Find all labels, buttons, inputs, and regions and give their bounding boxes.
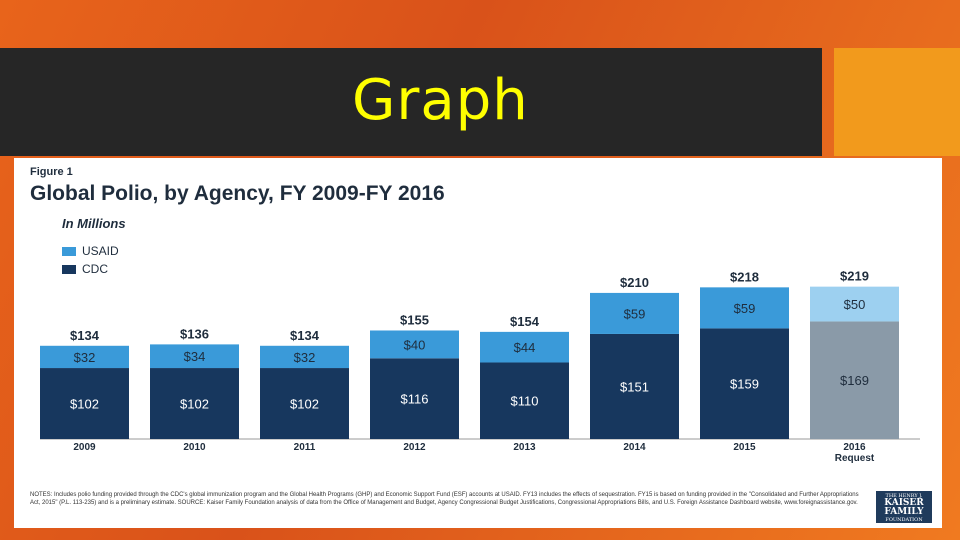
bar-cdc: [700, 328, 789, 439]
legend-label-cdc: CDC: [82, 262, 108, 276]
bar-usaid: [370, 330, 459, 359]
bar-usaid: [260, 345, 349, 369]
data-label-cdc: $110: [511, 394, 539, 409]
logo-text-main: KAISER FAMILY: [884, 498, 924, 517]
data-label-cdc: $102: [180, 397, 209, 412]
slide-title-bar: [0, 48, 822, 156]
bar-usaid: [480, 331, 569, 363]
slide-title: Graph: [352, 68, 529, 133]
figure-title: Global Polio, by Agency, FY 2009-FY 2016: [30, 182, 445, 205]
total-label: $210: [620, 275, 649, 290]
legend-item-usaid: USAID: [62, 242, 119, 260]
data-label-cdc: $159: [730, 377, 759, 392]
bar-cdc: [370, 358, 459, 439]
legend-swatch-usaid: [62, 246, 76, 256]
bar-cdc: [480, 362, 569, 439]
figure-panel: Figure 1 Global Polio, by Agency, FY 200…: [14, 158, 942, 528]
bar-usaid: [700, 287, 789, 329]
total-label: $136: [180, 326, 209, 341]
data-label-usaid: $32: [74, 350, 96, 365]
x-tick-label: 2013: [513, 442, 536, 453]
legend-swatch-cdc: [62, 264, 76, 274]
x-tick-label: 2010: [183, 442, 206, 453]
x-tick-label: 2014: [623, 442, 646, 453]
bar-usaid: [810, 286, 899, 322]
x-tick-label: 2015: [733, 442, 756, 453]
total-label: $219: [840, 269, 869, 284]
x-tick-label: 2009: [73, 442, 96, 453]
bar-usaid: [590, 292, 679, 334]
bar-cdc: [590, 333, 679, 439]
bar-cdc: [40, 368, 129, 439]
data-label-usaid: $59: [734, 301, 756, 316]
data-label-usaid: $50: [844, 297, 866, 312]
bar-cdc: [150, 368, 239, 439]
bar-cdc: [810, 321, 899, 439]
x-tick-label: 2011: [294, 442, 316, 453]
x-tick-label: Request: [835, 453, 875, 464]
logo-text-top: THE HENRY J.: [885, 493, 923, 499]
legend-item-cdc: CDC: [62, 260, 119, 278]
figure-label: Figure 1: [30, 166, 73, 178]
bar-chart: $102 $32 $134 2009 $102 $34 $136 2010 $102 $32 $13…: [40, 269, 920, 464]
bar-cdc: [260, 368, 349, 439]
data-label-cdc: $102: [290, 397, 319, 412]
total-label: $134: [290, 328, 320, 343]
data-label-usaid: $34: [184, 349, 206, 364]
total-label: $218: [730, 269, 759, 284]
chart-legend: USAID CDC: [62, 242, 119, 278]
data-label-usaid: $44: [514, 340, 536, 355]
bar-usaid: [40, 345, 129, 369]
figure-subtitle: In Millions: [62, 216, 126, 231]
legend-label-usaid: USAID: [82, 244, 119, 258]
x-tick-label: 2012: [403, 442, 426, 453]
data-label-cdc: $116: [401, 392, 429, 407]
logo-text-bottom: FOUNDATION: [885, 517, 923, 523]
x-tick-label: 2016: [843, 442, 866, 453]
total-label: $155: [400, 312, 429, 327]
total-label: $154: [510, 314, 540, 329]
accent-box: [834, 48, 960, 156]
data-label-usaid: $59: [624, 306, 646, 321]
figure-notes: NOTES: Includes polio funding provided t…: [30, 492, 859, 506]
data-label-usaid: $40: [404, 337, 426, 352]
data-label-usaid: $32: [294, 350, 316, 365]
kff-logo: THE HENRY J. KAISER FAMILY FOUNDATION: [876, 491, 932, 523]
total-label: $134: [70, 328, 100, 343]
data-label-cdc: $102: [70, 397, 99, 412]
data-label-cdc: $151: [620, 379, 649, 394]
bar-usaid: [150, 344, 239, 369]
data-label-cdc: $169: [840, 373, 869, 388]
